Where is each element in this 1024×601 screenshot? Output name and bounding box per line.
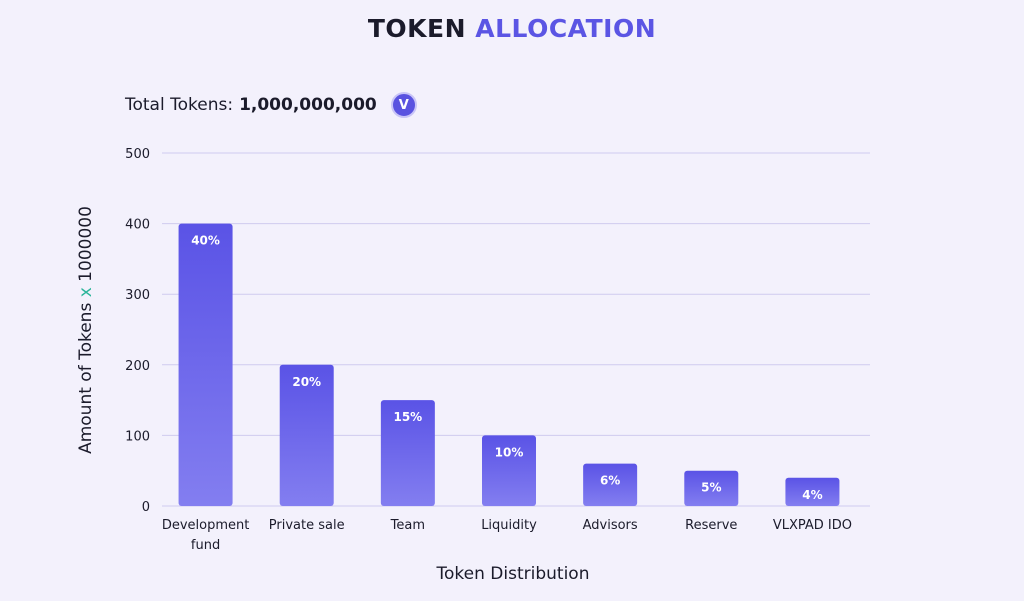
y-tick-label: 400 [125,218,150,233]
x-tick-label: Development fund [162,518,250,553]
x-tick-label: Private sale [269,518,345,533]
y-tick-label: 100 [125,429,150,444]
x-tick-label-line: fund [191,538,220,553]
x-axis-title: Token Distribution [436,564,590,584]
bar-data-label: 40% [191,234,220,248]
title-allocation: ALLOCATION [475,14,657,43]
y-tick-label: 0 [142,500,150,515]
bar [583,463,638,506]
bar-data-label: 20% [292,375,321,389]
title-token: TOKEN [367,14,467,43]
x-tick-label: Advisors [583,518,638,533]
total-tokens-label: Total Tokens: [125,95,234,115]
x-tick-label: VLXPAD IDO [773,518,852,533]
x-tick-label: Liquidity [481,518,537,533]
y-axis-title: Amount of Tokens x 1000000 [76,206,96,454]
y-axis-title-multiplier: x [76,287,96,297]
x-tick-label-line: Team [390,518,425,533]
x-tick-label-line: Development [162,518,250,533]
y-tick-label: 200 [125,359,150,374]
bar-data-label: 15% [393,410,422,424]
bar [684,470,739,506]
x-tick-label-line: Liquidity [481,518,537,533]
page-title: TOKEN ALLOCATION [0,14,1024,43]
bar [785,477,840,506]
bar-data-label: 10% [495,445,524,459]
y-tick-label: 300 [125,288,150,303]
x-tick-label-line: VLXPAD IDO [773,518,852,533]
y-tick-label: 500 [125,147,150,162]
x-tick-label: Reserve [685,518,737,533]
x-tick-label-line: Private sale [269,518,345,533]
bar-data-label: 4% [802,488,822,502]
x-tick-label-line: Advisors [583,518,638,533]
x-tick-label-line: Reserve [685,518,737,533]
bar [482,435,536,506]
bar [178,223,233,506]
total-tokens-value: 1,000,000,000 [239,95,377,115]
velas-logo-icon: V [390,92,417,118]
velas-logo-letter: V [398,97,409,113]
y-axis-title-main: Amount of Tokens [76,297,96,454]
total-tokens-row: Total Tokens: 1,000,000,000 V [125,92,417,118]
y-axis-title-unit: 1000000 [76,206,96,287]
x-tick-label: Team [390,518,425,533]
bar-data-label: 6% [600,474,620,488]
bar-data-label: 5% [701,481,721,495]
bar [279,364,334,506]
bar [380,400,435,506]
